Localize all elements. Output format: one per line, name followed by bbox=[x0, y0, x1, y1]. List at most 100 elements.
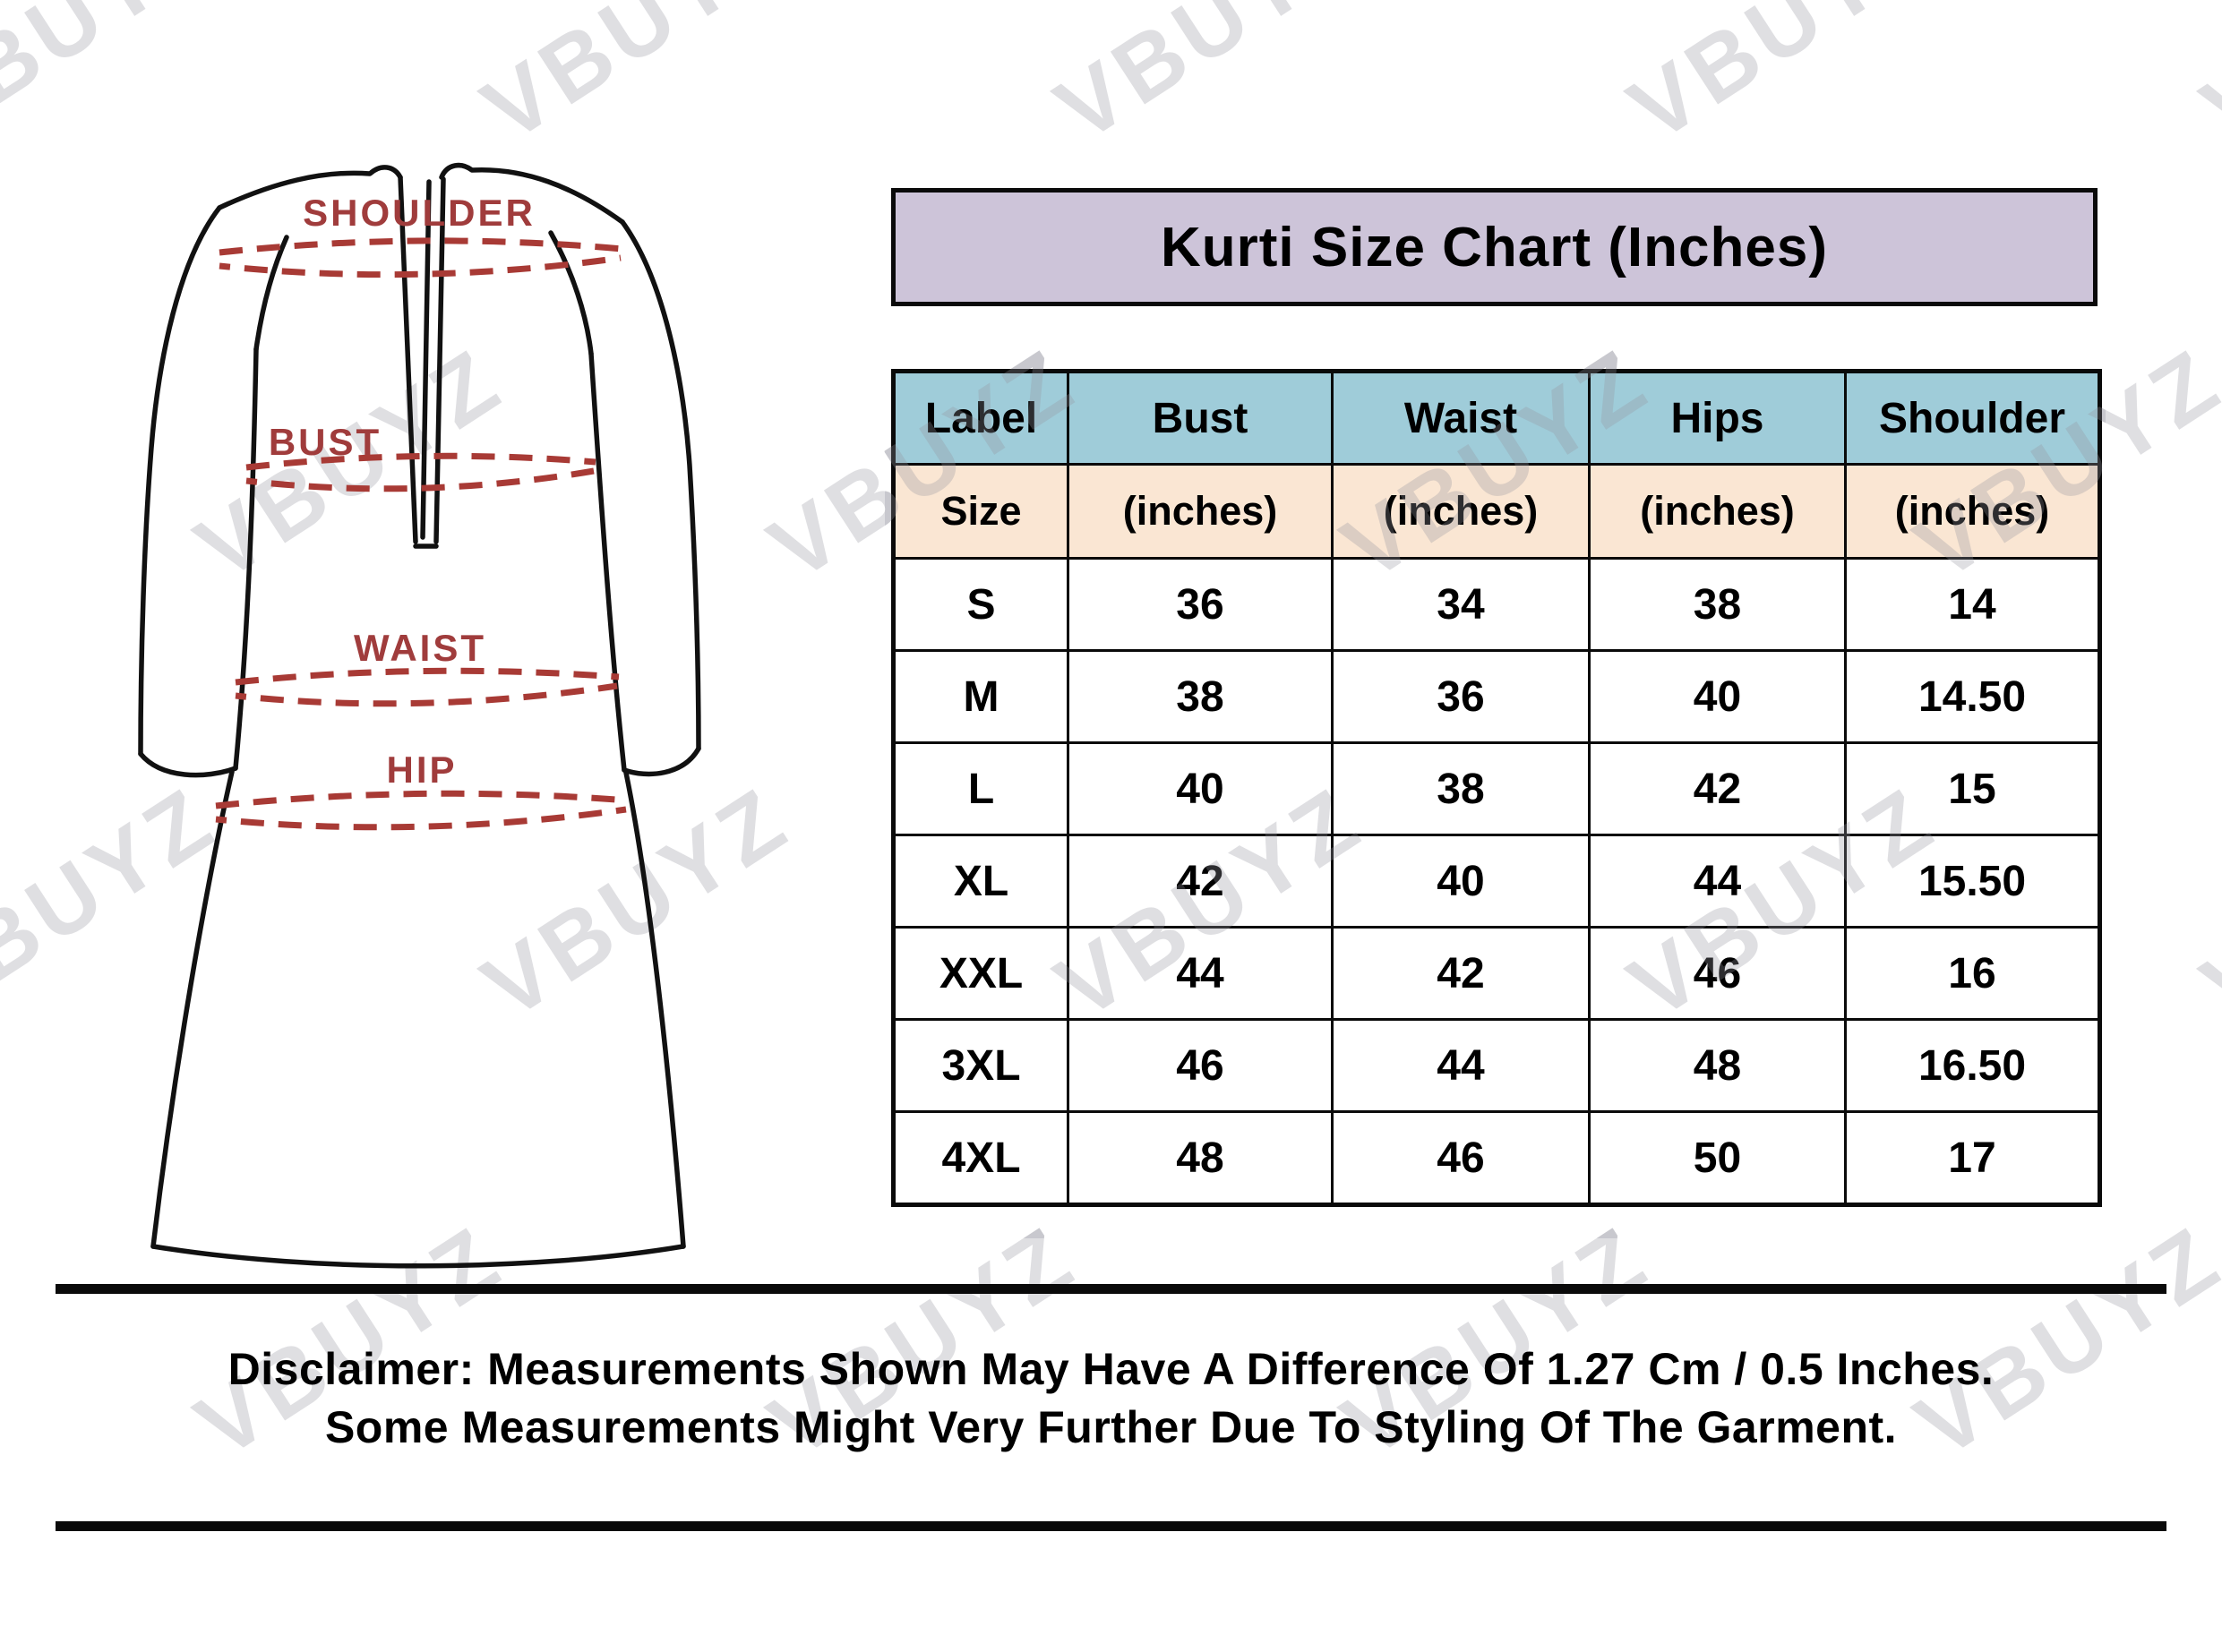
left-armhole-seam bbox=[256, 237, 287, 349]
watermark-text: VBUYZ bbox=[2184, 766, 2222, 1039]
neck-slit bbox=[400, 177, 416, 542]
measurement-cell: 48 bbox=[1067, 1110, 1334, 1206]
measurement-cell: 44 bbox=[1067, 926, 1334, 1021]
measurement-cell: 14.50 bbox=[1844, 649, 2101, 744]
watermark-text: VBUYZ bbox=[2184, 0, 2222, 161]
measurement-cell: 38 bbox=[1588, 557, 1847, 652]
shoulder-label: SHOULDER bbox=[303, 192, 536, 234]
size-chart-table: Label Bust Waist Hips Shoulder Size (inches)(… bbox=[891, 369, 2102, 1207]
measurement-cell: 50 bbox=[1588, 1110, 1847, 1206]
size-row-xxl: XXL 44 42 46 16 bbox=[892, 926, 2101, 1021]
size-label-cell: XL bbox=[892, 834, 1069, 929]
left-sleeve-inner bbox=[236, 349, 256, 768]
size-row-s: S 36 34 38 14 bbox=[892, 557, 2101, 652]
measurement-cell: 46 bbox=[1331, 1110, 1591, 1206]
measurement-cell: 16.50 bbox=[1844, 1018, 2101, 1113]
right-armhole-seam bbox=[551, 233, 591, 354]
watermark-text: VBUYZ bbox=[1611, 0, 1953, 161]
disclaimer-line2: Some Measurements Might Very Further Due… bbox=[324, 1402, 1898, 1452]
skirt-right-edge bbox=[626, 773, 683, 1246]
measurement-cell: 40 bbox=[1588, 649, 1847, 744]
hip-dash-bottom bbox=[216, 809, 626, 827]
chart-title-bar: Kurti Size Chart (Inches) bbox=[891, 188, 2098, 306]
measurement-cell: 36 bbox=[1331, 649, 1591, 744]
column-header-bust: Bust bbox=[1067, 370, 1334, 466]
disclaimer-line1: Disclaimer: Measurements Shown May Have … bbox=[227, 1344, 1995, 1394]
measurement-cell: 48 bbox=[1588, 1018, 1847, 1113]
measurement-cell: 38 bbox=[1331, 741, 1591, 836]
size-label-cell: M bbox=[892, 649, 1069, 744]
waist-dash-top bbox=[236, 671, 619, 682]
bust-dash-bottom bbox=[246, 471, 594, 489]
measurement-cell: 46 bbox=[1067, 1018, 1334, 1113]
column-header-waist: Waist bbox=[1331, 370, 1591, 466]
measurement-cell: 42 bbox=[1067, 834, 1334, 929]
size-row-m: M 38 36 40 14.50 bbox=[892, 649, 2101, 744]
measurement-cell: 36 bbox=[1067, 557, 1334, 652]
size-row-l: L 40 38 42 15 bbox=[892, 741, 2101, 836]
size-label-cell: 3XL bbox=[892, 1018, 1069, 1113]
right-sleeve-inner bbox=[591, 354, 624, 770]
waist-label: WAIST bbox=[354, 627, 486, 669]
measurement-cell: 15.50 bbox=[1844, 834, 2101, 929]
watermark-text: VBUYZ bbox=[1038, 0, 1380, 161]
watermark-text: VBUYZ bbox=[465, 0, 807, 161]
neck-slit-middle bbox=[423, 182, 429, 537]
watermark-text: VBUYZ bbox=[0, 0, 234, 161]
measurement-cell: 42 bbox=[1331, 926, 1591, 1021]
column-unit-1: (inches) bbox=[1067, 463, 1334, 560]
measurement-cell: 42 bbox=[1588, 741, 1847, 836]
size-row-4xl: 4XL 48 46 50 17 bbox=[892, 1110, 2101, 1206]
shoulder-dash-top bbox=[219, 241, 622, 253]
size-label-cell: L bbox=[892, 741, 1069, 836]
column-unit-3: (inches) bbox=[1588, 463, 1847, 560]
neckline bbox=[219, 167, 400, 208]
size-row-xl: XL 42 40 44 15.50 bbox=[892, 834, 2101, 929]
measurement-cell: 40 bbox=[1067, 741, 1334, 836]
hip-dash-top bbox=[216, 793, 628, 806]
divider-top bbox=[56, 1284, 2166, 1294]
bust-dash-top bbox=[246, 456, 596, 467]
measurement-cell: 44 bbox=[1331, 1018, 1591, 1113]
measurement-cell: 40 bbox=[1331, 834, 1591, 929]
kurti-diagram: SHOULDER BUST WAIST HIP bbox=[85, 152, 752, 1285]
measurement-cell: 14 bbox=[1844, 557, 2101, 652]
neck-slit-right bbox=[436, 179, 443, 542]
measurement-cell: 17 bbox=[1844, 1110, 2101, 1206]
measurement-cell: 44 bbox=[1588, 834, 1847, 929]
left-sleeve-cuff bbox=[141, 754, 236, 775]
column-header-shoulder: Shoulder bbox=[1844, 370, 2101, 466]
table-header: Label Bust Waist Hips Shoulder Size (inches)(… bbox=[892, 370, 2101, 560]
neckline-right bbox=[442, 166, 622, 222]
shoulder-dash-bottom bbox=[219, 258, 621, 275]
left-sleeve-outer bbox=[141, 208, 219, 754]
measurement-cell: 15 bbox=[1844, 741, 2101, 836]
size-label-cell: 4XL bbox=[892, 1110, 1069, 1206]
size-label-cell: XXL bbox=[892, 926, 1069, 1021]
divider-bottom bbox=[56, 1521, 2166, 1531]
measurement-cell: 38 bbox=[1067, 649, 1334, 744]
waist-dash-bottom bbox=[236, 686, 617, 704]
measurement-cell: 46 bbox=[1588, 926, 1847, 1021]
measurement-cell: 34 bbox=[1331, 557, 1591, 652]
column-header-label: Label bbox=[892, 370, 1069, 466]
watermark-text: VBUYZ bbox=[1611, 0, 1953, 161]
watermark-text: VBUYZ bbox=[2184, 766, 2222, 1039]
column-header-hips: Hips bbox=[1588, 370, 1847, 466]
skirt-left-edge bbox=[153, 772, 232, 1246]
column-unit-2: (inches) bbox=[1331, 463, 1591, 560]
watermark-text: VBUYZ bbox=[1038, 0, 1380, 161]
hip-label: HIP bbox=[386, 749, 457, 791]
hem bbox=[153, 1246, 683, 1266]
measurement-cell: 16 bbox=[1844, 926, 2101, 1021]
disclaimer: Disclaimer: Measurements Shown May Have … bbox=[0, 1340, 2222, 1457]
column-unit-4: (inches) bbox=[1844, 463, 2101, 560]
chart-title: Kurti Size Chart (Inches) bbox=[1161, 216, 1828, 278]
column-unit-0: Size bbox=[892, 463, 1069, 560]
right-sleeve-cuff bbox=[624, 749, 699, 774]
size-label-cell: S bbox=[892, 557, 1069, 652]
bust-label: BUST bbox=[269, 421, 382, 463]
size-row-3xl: 3XL 46 44 48 16.50 bbox=[892, 1018, 2101, 1113]
watermark-text: VBUYZ bbox=[2184, 0, 2222, 161]
